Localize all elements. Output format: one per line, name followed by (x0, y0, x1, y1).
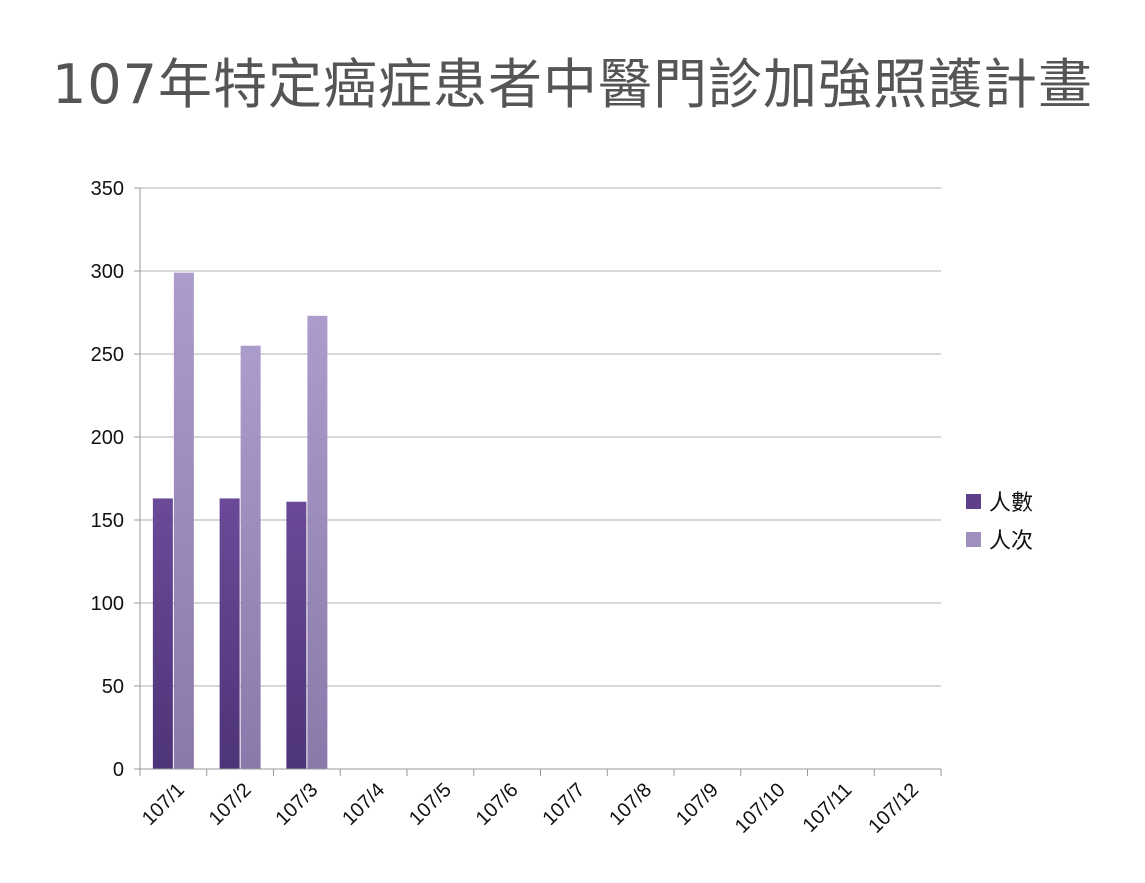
y-tick-label: 150 (91, 510, 124, 532)
bar-人次-107/2 (240, 345, 261, 769)
x-tick-label: 107/2 (205, 779, 256, 830)
legend-label-0: 人數 (989, 491, 1034, 516)
legend-item-1: 人次 (966, 520, 1033, 558)
legend: 人數 人次 (966, 482, 1033, 558)
x-tick-label: 107/11 (799, 779, 857, 837)
y-tick-label: 0 (113, 759, 124, 781)
x-tick-label: 107/9 (672, 779, 723, 830)
x-tick-label: 107/7 (538, 779, 589, 830)
legend-swatch-0 (966, 493, 981, 509)
x-tick-label: 107/10 (731, 779, 790, 838)
y-tick-label: 200 (91, 427, 124, 449)
bar-人次-107/1 (173, 272, 194, 769)
x-tick-label: 107/12 (864, 779, 923, 838)
bar-人數-107/2 (219, 498, 240, 769)
bar-人次-107/3 (307, 315, 328, 769)
legend-label-1: 人次 (989, 529, 1034, 554)
x-tick-label: 107/5 (405, 779, 456, 830)
bar-人數-107/3 (286, 501, 307, 769)
y-tick-label: 50 (102, 676, 124, 698)
x-tick-label: 107/8 (605, 779, 656, 830)
legend-swatch-1 (966, 531, 981, 547)
x-tick-label: 107/4 (338, 779, 389, 830)
x-tick-label: 107/6 (472, 779, 523, 830)
x-tick-label: 107/1 (138, 779, 189, 830)
y-tick-label: 100 (91, 593, 124, 615)
bar-人數-107/1 (152, 498, 173, 769)
y-tick-label: 350 (91, 178, 124, 200)
legend-item-0: 人數 (966, 482, 1033, 520)
chart-title: 107年特定癌症患者中醫門診加強照護計畫 (51, 53, 1094, 116)
y-tick-label: 250 (91, 344, 124, 366)
x-tick-label: 107/3 (271, 779, 322, 830)
y-tick-label: 300 (91, 261, 124, 283)
